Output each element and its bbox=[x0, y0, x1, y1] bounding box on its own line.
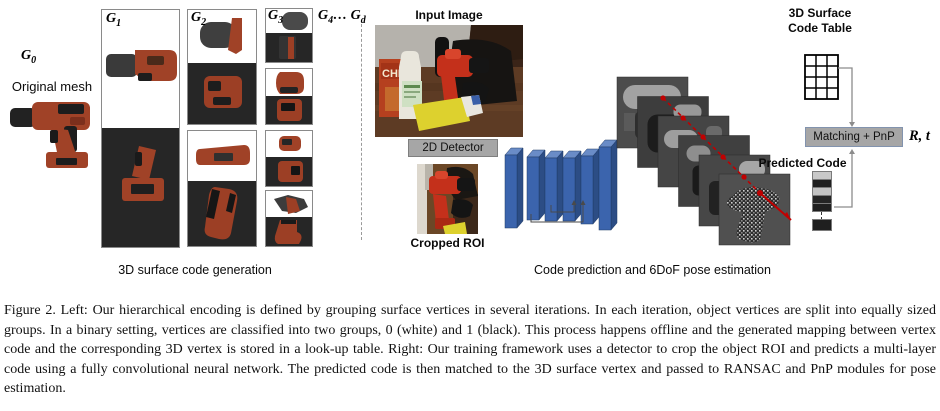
correspondence-arrow bbox=[660, 95, 792, 221]
g3-box4-black-group bbox=[266, 217, 312, 246]
panel-divider bbox=[361, 24, 362, 240]
code-stack-ellipsis bbox=[821, 212, 822, 220]
code-table-label: 3D Surface Code Table bbox=[780, 6, 860, 36]
input-image-label: Input Image bbox=[415, 8, 483, 22]
g1-bottom-part bbox=[122, 146, 164, 201]
g3-part-4w bbox=[274, 195, 308, 214]
g1-label: G1 bbox=[106, 11, 122, 29]
g3-box2-white-group bbox=[266, 69, 312, 96]
g3-part-2w bbox=[276, 72, 304, 94]
g2-body-part bbox=[204, 76, 242, 108]
code-table-label-line2: Code Table bbox=[788, 21, 852, 35]
original-mesh-graphic bbox=[10, 102, 90, 168]
g1-white-group: G1 bbox=[102, 10, 179, 128]
predicted-code-label: Predicted Code bbox=[758, 156, 847, 170]
cnn-layer-2 bbox=[526, 149, 546, 221]
matching-connectors bbox=[834, 67, 855, 208]
g3-box3-black-group bbox=[266, 157, 312, 186]
g1-black-group bbox=[102, 128, 179, 247]
g0-label: G0 bbox=[21, 48, 37, 66]
g2-box-2 bbox=[187, 130, 257, 247]
code-cell-5 bbox=[812, 203, 832, 212]
right-panel-caption: Code prediction and 6DoF pose estimation bbox=[534, 263, 771, 277]
code-table-label-line1: 3D Surface bbox=[788, 6, 852, 20]
cropped-roi-photo bbox=[417, 164, 478, 234]
g3-box-2 bbox=[265, 68, 313, 125]
pose-output-label: R, t bbox=[909, 128, 930, 144]
g2-box-1: G2 bbox=[187, 9, 257, 125]
g1-box: G1 bbox=[101, 9, 180, 248]
g3-label: G3 bbox=[268, 9, 284, 26]
g2-label: G2 bbox=[191, 10, 207, 28]
cnn-layer-5 bbox=[580, 148, 600, 225]
g3-box2-black-group bbox=[266, 96, 312, 124]
cropped-roi-label: Cropped ROI bbox=[410, 236, 485, 250]
skip-connections bbox=[530, 205, 584, 223]
g3-box4-white-group bbox=[266, 191, 312, 217]
g3-part-2b bbox=[277, 99, 302, 121]
g4-gd-label: G4… Gd bbox=[318, 8, 366, 26]
figure-caption: Figure 2. Left: Our hierarchical encodin… bbox=[4, 303, 936, 397]
cnn-layer-1 bbox=[504, 147, 524, 229]
matching-pnp-box: Matching + PnP bbox=[805, 127, 903, 147]
predicted-code-layers bbox=[616, 76, 792, 246]
g1-top-part bbox=[106, 50, 177, 81]
g2-box2-black-group bbox=[188, 181, 256, 246]
g2-grip-part bbox=[204, 187, 238, 240]
lookup-table-grid bbox=[804, 54, 839, 100]
original-mesh-label: Original mesh bbox=[11, 79, 93, 94]
g2-box1-black-group bbox=[188, 63, 256, 124]
g3-box-4 bbox=[265, 190, 313, 247]
cnn-layer-3 bbox=[544, 150, 564, 222]
g2-chuck-part bbox=[200, 18, 242, 54]
g2-base-part bbox=[196, 145, 250, 165]
input-image-photo: CHE bbox=[375, 25, 523, 137]
g3-part-3b bbox=[278, 161, 303, 182]
g3-box-1: G3 bbox=[265, 8, 313, 63]
g2-box2-white-group bbox=[188, 131, 256, 181]
code-cell-last bbox=[812, 219, 832, 231]
g2-box1-white-group: G2 bbox=[188, 10, 256, 63]
cnn-layer-6 bbox=[598, 139, 618, 231]
cnn-network-graphic bbox=[504, 139, 618, 231]
g3-part-1b bbox=[279, 36, 296, 59]
cnn-layer-4 bbox=[562, 150, 582, 222]
g3-box1-white-group: G3 bbox=[266, 9, 312, 33]
predicted-code-stack bbox=[812, 171, 832, 231]
left-panel-caption: 3D surface code generation bbox=[118, 263, 272, 277]
g3-box1-black-group bbox=[266, 33, 312, 62]
g3-part-1w bbox=[282, 12, 308, 30]
g3-box-3 bbox=[265, 130, 313, 187]
g3-part-3w bbox=[279, 136, 301, 151]
2d-detector-box: 2D Detector bbox=[408, 139, 498, 157]
g3-part-4b bbox=[274, 220, 302, 244]
g3-box3-white-group bbox=[266, 131, 312, 157]
